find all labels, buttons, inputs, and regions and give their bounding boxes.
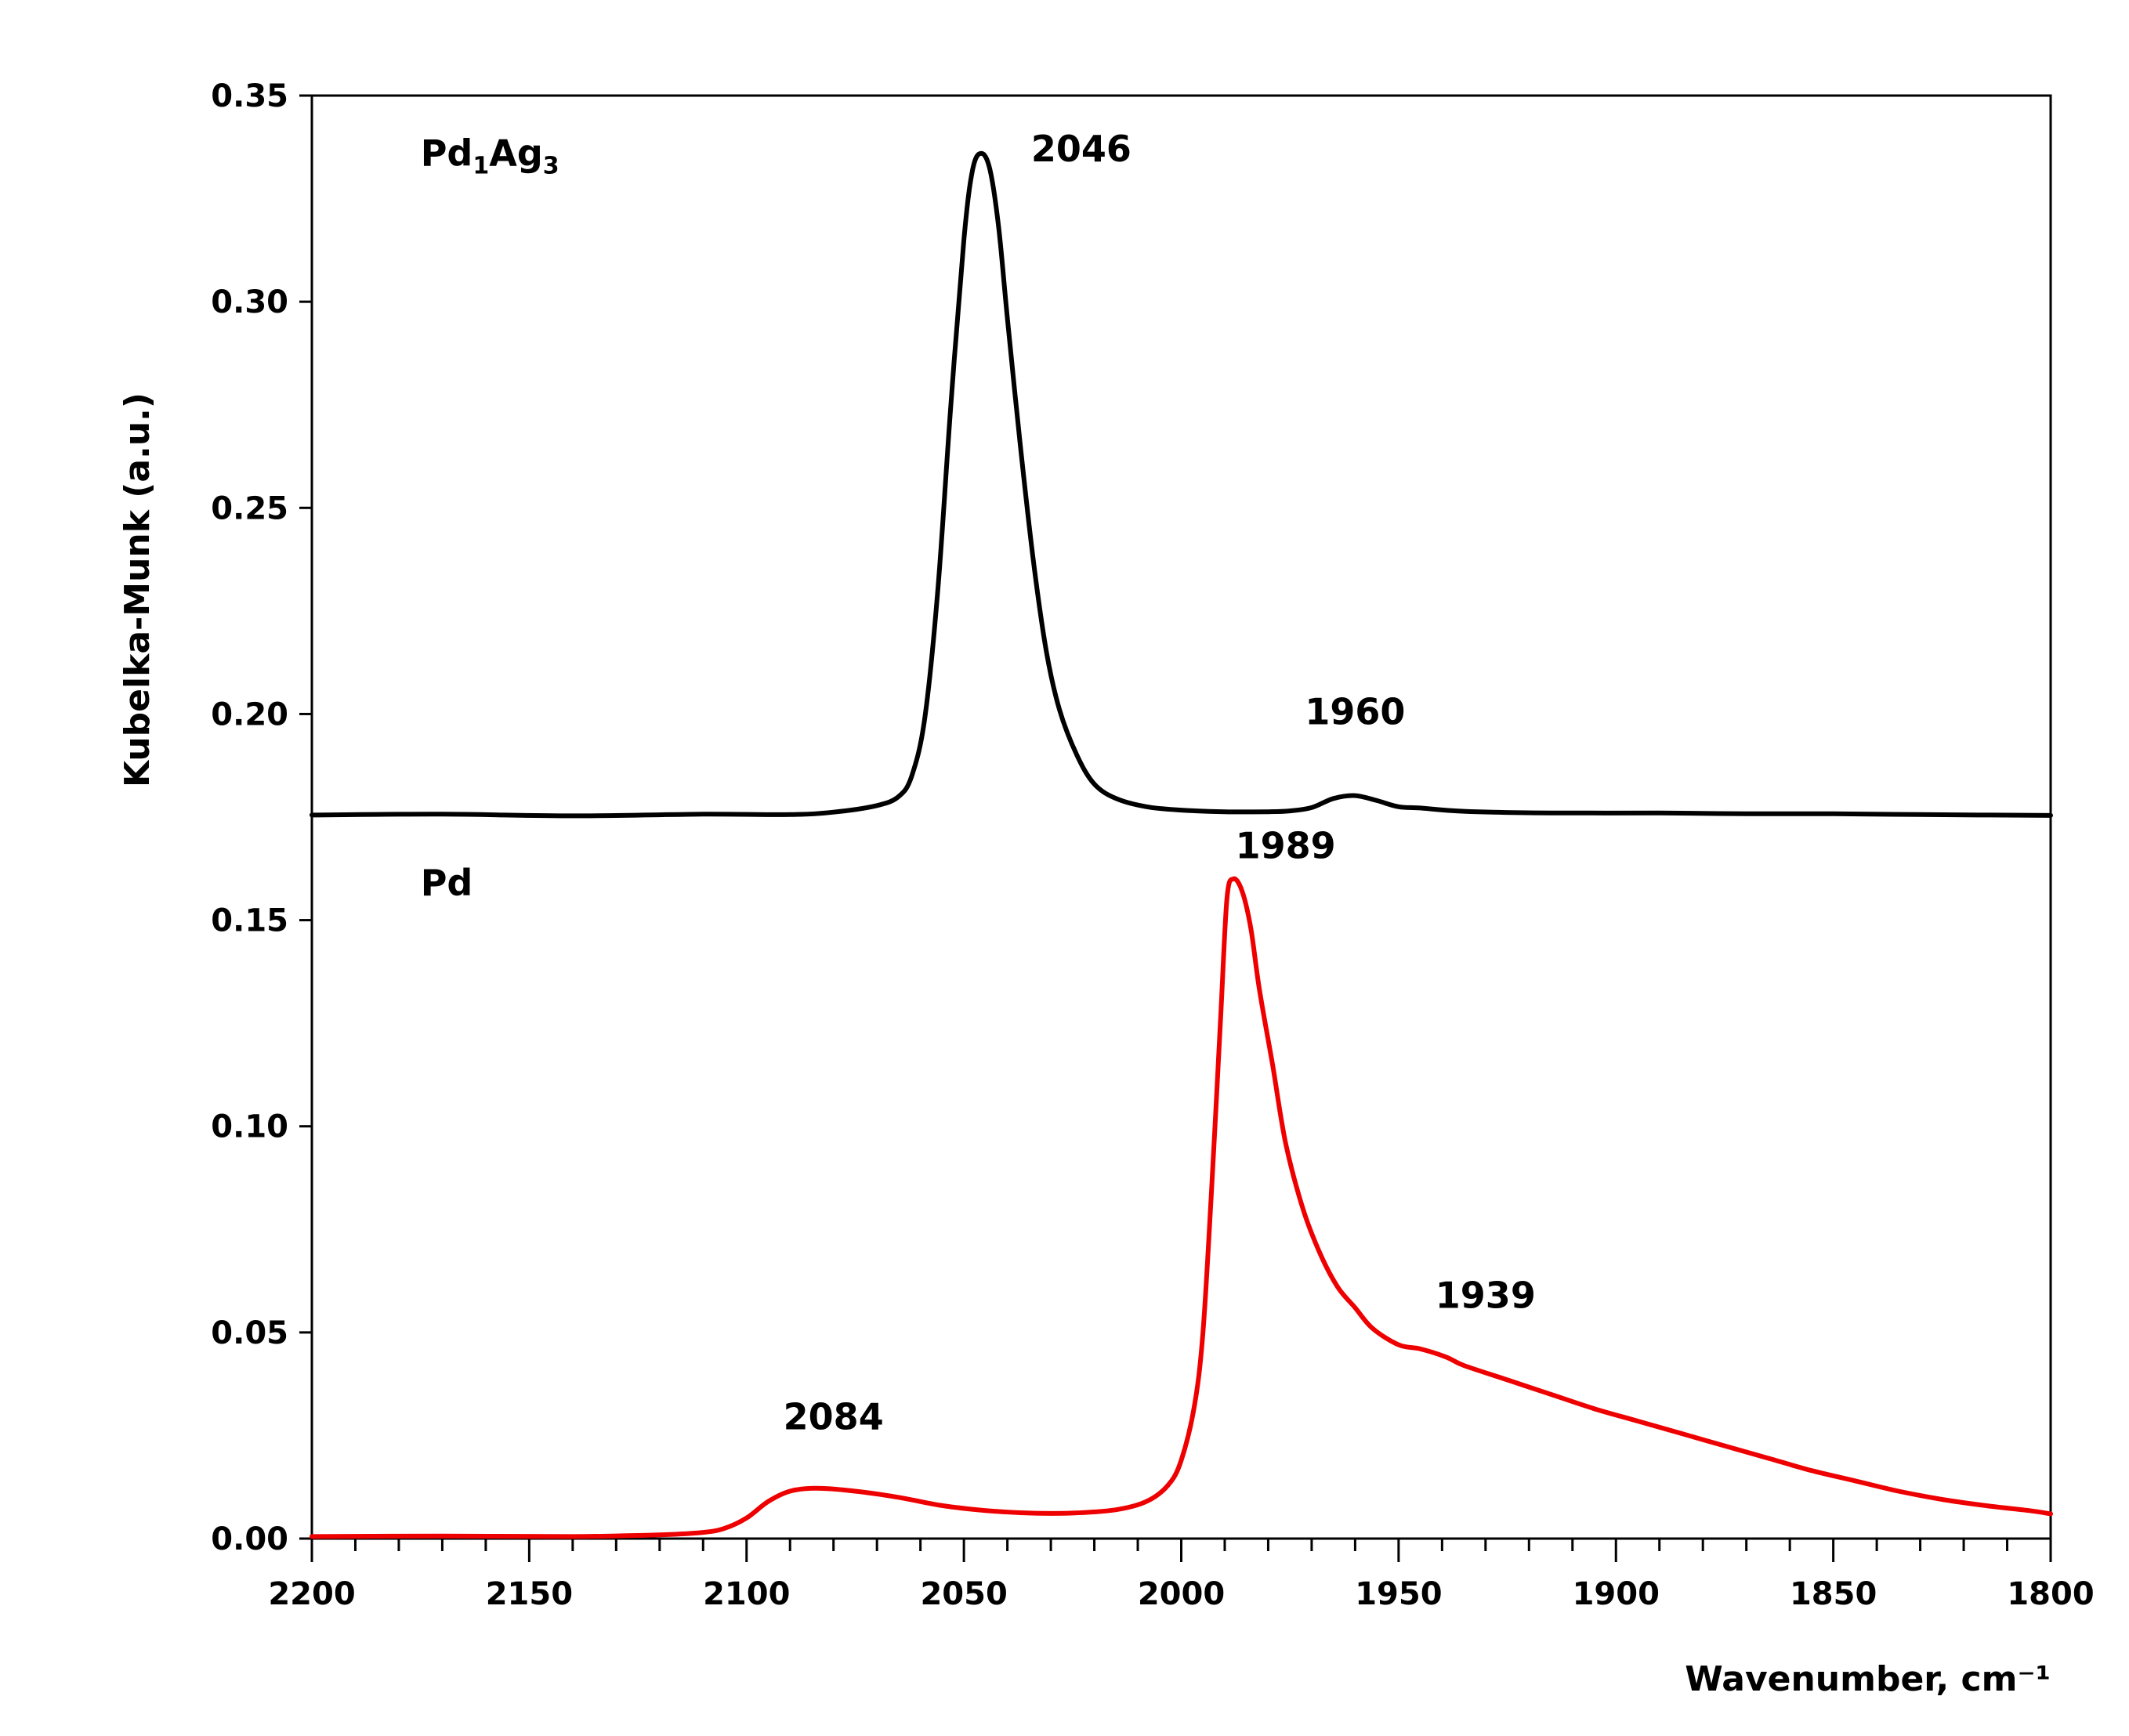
peak-label: 1939 — [1436, 1274, 1536, 1316]
x-tick-label: 2050 — [920, 1576, 1007, 1612]
series-label-pd: Pd — [421, 862, 473, 904]
y-tick-label: 0.25 — [211, 490, 288, 526]
series-lines — [310, 150, 2053, 1539]
series-line-pd1ag3 — [310, 150, 2053, 819]
y-tick-label: 0.00 — [211, 1521, 288, 1557]
y-tick-label: 0.30 — [211, 284, 288, 320]
x-tick-label: 1900 — [1573, 1576, 1660, 1612]
x-tick-label: 2100 — [703, 1576, 790, 1612]
peak-label: 2046 — [1031, 128, 1131, 170]
y-axis-title: Kubelka-Munk (a.u.) — [118, 392, 158, 787]
y-tick-label: 0.10 — [211, 1109, 288, 1145]
y-tick-label: 0.05 — [211, 1315, 288, 1351]
y-tick-label: 0.20 — [211, 696, 288, 732]
y-tick-label: 0.35 — [211, 78, 288, 114]
x-tick-label: 1850 — [1790, 1576, 1877, 1612]
series-label-pd1ag3: Pd1Ag3 — [421, 132, 559, 179]
x-tick-label: 1800 — [2007, 1576, 2094, 1612]
series-line-pd — [310, 876, 2053, 1539]
series-labels: Pd1Ag3 Pd — [421, 132, 559, 904]
peak-label: 1960 — [1305, 691, 1405, 733]
x-tick-label: 2150 — [486, 1576, 573, 1612]
y-axis-ticks: 0.00 0.05 0.10 0.15 0.20 0.25 0.30 0.35 — [211, 78, 312, 1557]
peak-annotations: 2046 1960 1989 1939 2084 — [784, 128, 1536, 1438]
x-tick-label: 2000 — [1138, 1576, 1225, 1612]
x-tick-label: 2200 — [268, 1576, 355, 1612]
x-axis-title: Wavenumber, cm⁻¹ — [1685, 1659, 2051, 1699]
peak-label: 2084 — [784, 1396, 884, 1438]
x-tick-label: 1950 — [1355, 1576, 1442, 1612]
x-axis-ticks: 2200 2150 2100 2050 2000 1950 1900 1850 1800 — [268, 1539, 2095, 1612]
peak-label: 1989 — [1236, 825, 1336, 867]
y-tick-label: 0.15 — [211, 903, 288, 939]
